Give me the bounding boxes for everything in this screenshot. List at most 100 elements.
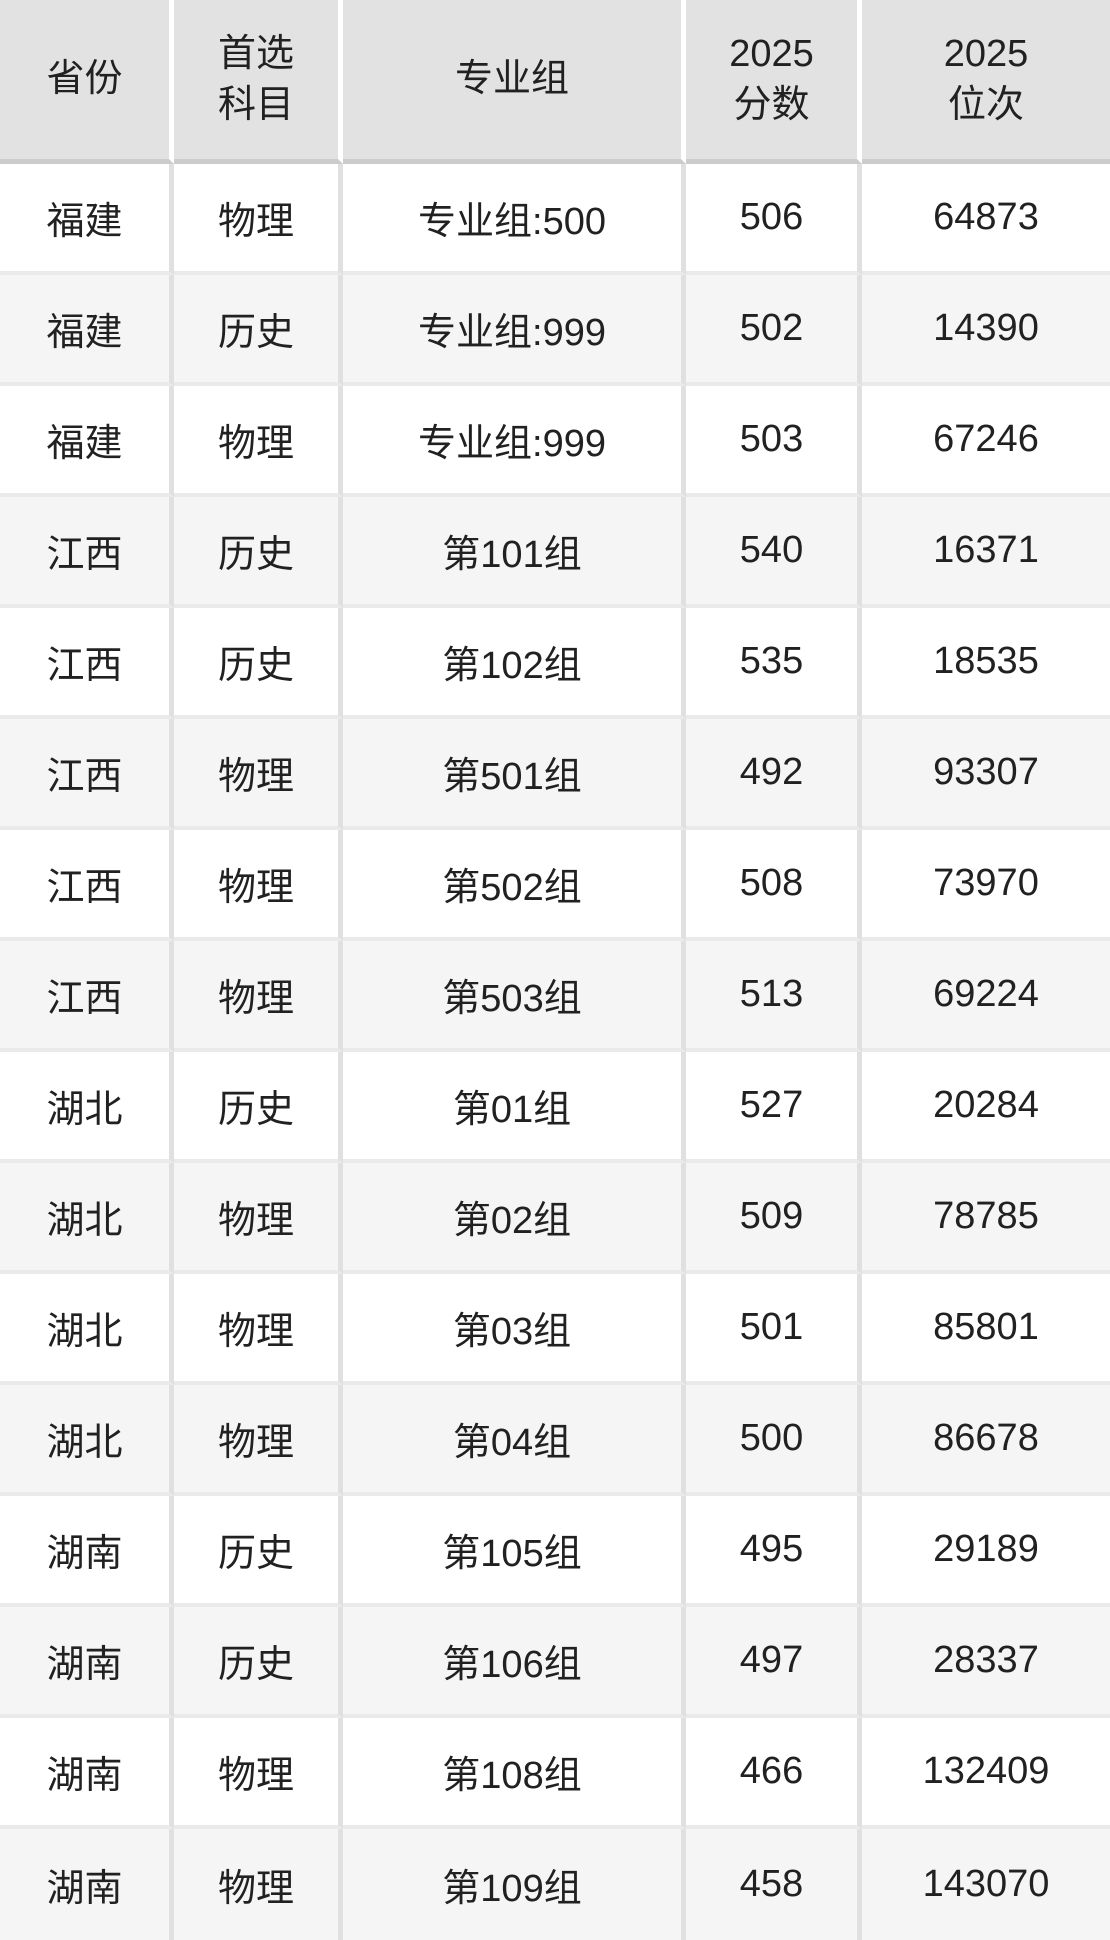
cell-province: 江西: [0, 719, 174, 830]
cell-subject: 物理: [174, 941, 343, 1052]
cell-score: 500: [686, 1385, 862, 1496]
cell-major-group: 专业组:999: [343, 275, 686, 386]
header-row: 省份 首选 科目 专业组 2025 分数 2025 位次: [0, 0, 1110, 164]
table-row: 湖北 历史 第01组 527 20284: [0, 1052, 1110, 1163]
cell-score: 497: [686, 1607, 862, 1718]
cell-major-group: 专业组:500: [343, 164, 686, 275]
cell-province: 湖南: [0, 1718, 174, 1829]
cell-subject: 物理: [174, 386, 343, 497]
cell-subject: 历史: [174, 1052, 343, 1163]
cell-rank: 86678: [862, 1385, 1110, 1496]
cell-score: 513: [686, 941, 862, 1052]
cell-province: 江西: [0, 830, 174, 941]
cell-subject: 历史: [174, 1607, 343, 1718]
cell-subject: 物理: [174, 1829, 343, 1940]
cell-score: 502: [686, 275, 862, 386]
cell-rank: 64873: [862, 164, 1110, 275]
cell-province: 湖南: [0, 1496, 174, 1607]
table-row: 湖北 物理 第03组 501 85801: [0, 1274, 1110, 1385]
table-row: 福建 历史 专业组:999 502 14390: [0, 275, 1110, 386]
table-row: 湖南 历史 第105组 495 29189: [0, 1496, 1110, 1607]
cell-major-group: 第01组: [343, 1052, 686, 1163]
table-row: 湖北 物理 第02组 509 78785: [0, 1163, 1110, 1274]
cell-score: 492: [686, 719, 862, 830]
cell-score: 527: [686, 1052, 862, 1163]
table-row: 湖南 物理 第109组 458 143070: [0, 1829, 1110, 1940]
cell-score: 506: [686, 164, 862, 275]
cell-rank: 143070: [862, 1829, 1110, 1940]
cell-score: 503: [686, 386, 862, 497]
cell-major-group: 第503组: [343, 941, 686, 1052]
cell-province: 江西: [0, 941, 174, 1052]
cell-subject: 物理: [174, 1385, 343, 1496]
cell-major-group: 第501组: [343, 719, 686, 830]
cell-major-group: 第02组: [343, 1163, 686, 1274]
cell-subject: 历史: [174, 275, 343, 386]
cell-subject: 物理: [174, 1718, 343, 1829]
cell-province: 湖北: [0, 1274, 174, 1385]
table-row: 江西 物理 第502组 508 73970: [0, 830, 1110, 941]
cell-province: 湖南: [0, 1829, 174, 1940]
cell-subject: 历史: [174, 1496, 343, 1607]
cell-rank: 14390: [862, 275, 1110, 386]
table-row: 湖南 历史 第106组 497 28337: [0, 1607, 1110, 1718]
cell-score: 509: [686, 1163, 862, 1274]
cell-subject: 物理: [174, 164, 343, 275]
table-row: 江西 历史 第102组 535 18535: [0, 608, 1110, 719]
cell-major-group: 第03组: [343, 1274, 686, 1385]
cell-major-group: 第102组: [343, 608, 686, 719]
cell-subject: 物理: [174, 719, 343, 830]
cell-major-group: 专业组:999: [343, 386, 686, 497]
cell-subject: 物理: [174, 830, 343, 941]
cell-score: 458: [686, 1829, 862, 1940]
cell-score: 501: [686, 1274, 862, 1385]
cell-major-group: 第502组: [343, 830, 686, 941]
cell-province: 湖北: [0, 1163, 174, 1274]
column-header-2025-rank: 2025 位次: [862, 0, 1110, 164]
cell-score: 466: [686, 1718, 862, 1829]
cell-province: 湖南: [0, 1607, 174, 1718]
cell-major-group: 第106组: [343, 1607, 686, 1718]
cell-major-group: 第108组: [343, 1718, 686, 1829]
cell-province: 福建: [0, 164, 174, 275]
cell-subject: 历史: [174, 608, 343, 719]
cell-rank: 85801: [862, 1274, 1110, 1385]
table-row: 江西 物理 第503组 513 69224: [0, 941, 1110, 1052]
table-row: 江西 历史 第101组 540 16371: [0, 497, 1110, 608]
column-header-province: 省份: [0, 0, 174, 164]
table-row: 江西 物理 第501组 492 93307: [0, 719, 1110, 830]
cell-province: 福建: [0, 386, 174, 497]
cell-major-group: 第109组: [343, 1829, 686, 1940]
column-header-subject: 首选 科目: [174, 0, 343, 164]
cell-rank: 78785: [862, 1163, 1110, 1274]
table-row: 福建 物理 专业组:500 506 64873: [0, 164, 1110, 275]
cell-major-group: 第04组: [343, 1385, 686, 1496]
cell-rank: 20284: [862, 1052, 1110, 1163]
cell-rank: 16371: [862, 497, 1110, 608]
column-header-2025-score: 2025 分数: [686, 0, 862, 164]
cell-score: 540: [686, 497, 862, 608]
cell-score: 535: [686, 608, 862, 719]
cell-province: 江西: [0, 608, 174, 719]
cell-rank: 18535: [862, 608, 1110, 719]
table-row: 湖北 物理 第04组 500 86678: [0, 1385, 1110, 1496]
cell-rank: 73970: [862, 830, 1110, 941]
column-header-major-group: 专业组: [343, 0, 686, 164]
cell-subject: 历史: [174, 497, 343, 608]
cell-rank: 28337: [862, 1607, 1110, 1718]
cell-province: 湖北: [0, 1052, 174, 1163]
cell-major-group: 第105组: [343, 1496, 686, 1607]
table-row: 湖南 物理 第108组 466 132409: [0, 1718, 1110, 1829]
cell-province: 江西: [0, 497, 174, 608]
cell-province: 福建: [0, 275, 174, 386]
cell-major-group: 第101组: [343, 497, 686, 608]
cell-score: 508: [686, 830, 862, 941]
cell-score: 495: [686, 1496, 862, 1607]
cell-rank: 69224: [862, 941, 1110, 1052]
cell-rank: 132409: [862, 1718, 1110, 1829]
cell-rank: 67246: [862, 386, 1110, 497]
cell-subject: 物理: [174, 1274, 343, 1385]
cell-rank: 93307: [862, 719, 1110, 830]
cell-subject: 物理: [174, 1163, 343, 1274]
